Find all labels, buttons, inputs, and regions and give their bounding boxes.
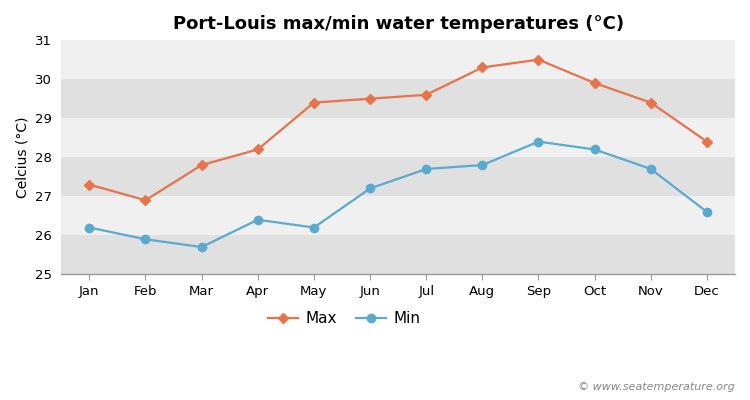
Line: Max: Max [86,56,711,204]
Max [422,92,430,97]
Title: Port-Louis max/min water temperatures (°C): Port-Louis max/min water temperatures (°… [172,15,624,33]
Min [422,166,430,171]
Max [85,182,94,187]
Max [534,57,543,62]
Min [365,186,374,191]
Bar [62,40,735,79]
Max [254,147,262,152]
Line: Min: Min [86,138,711,251]
Min [141,237,150,242]
Max [590,81,599,86]
Max [703,139,712,144]
Min [197,245,206,250]
Max [141,198,150,203]
Min [254,217,262,222]
Bar [62,118,735,157]
Max [365,96,374,101]
Legend: Max, Min: Max, Min [262,305,427,332]
Max [310,100,319,105]
Min [85,225,94,230]
Min [646,166,656,171]
Min [703,210,712,214]
Min [590,147,599,152]
Bar [62,79,735,118]
Bar [62,235,735,274]
Min [534,139,543,144]
Text: © www.seatemperature.org: © www.seatemperature.org [578,382,735,392]
Max [646,100,656,105]
Y-axis label: Celcius (°C): Celcius (°C) [15,116,29,198]
Max [197,163,206,168]
Min [310,225,319,230]
Max [478,65,487,70]
Bar [62,196,735,235]
Bar [62,157,735,196]
Min [478,163,487,168]
